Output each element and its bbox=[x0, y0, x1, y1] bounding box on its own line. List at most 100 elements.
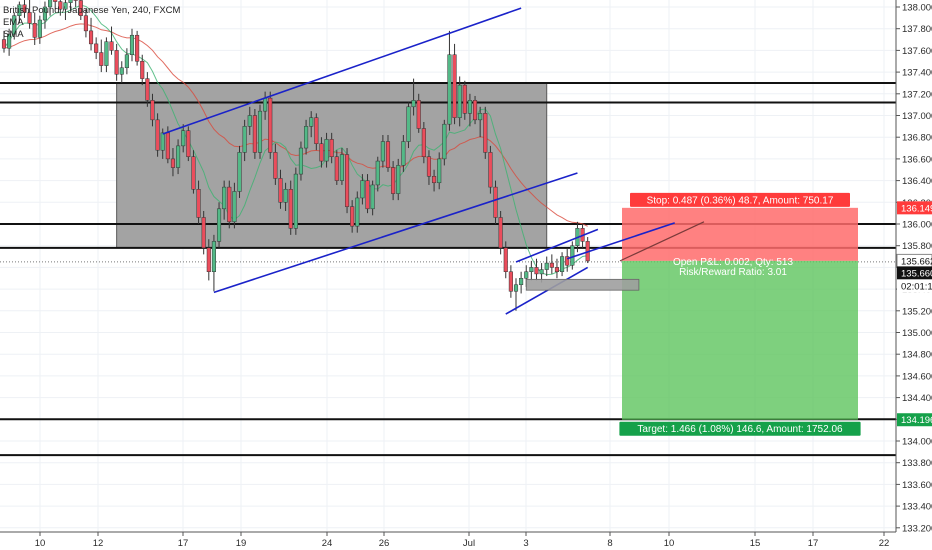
candle-body bbox=[78, 0, 83, 16]
trend-line bbox=[162, 7, 522, 135]
candle-body bbox=[48, 0, 53, 8]
stop-zone bbox=[622, 207, 858, 261]
candle-body bbox=[196, 189, 201, 218]
time-tick-label: 15 bbox=[750, 538, 761, 549]
candle-body bbox=[140, 61, 145, 79]
candle-body bbox=[344, 154, 350, 207]
time-tick-label: 24 bbox=[322, 538, 333, 549]
candle-body bbox=[283, 189, 288, 203]
candle-body bbox=[406, 106, 411, 142]
candle-body bbox=[324, 139, 329, 162]
price-axis[interactable]: 138.000 137.800 137.600 137.400 137.200 137.0… bbox=[895, 0, 932, 534]
price-tick-label: 135.800 bbox=[902, 241, 932, 252]
stop-price-tag: 136.149 bbox=[901, 203, 932, 214]
candle-body bbox=[278, 178, 283, 203]
sma-indicator-label[interactable]: SMA bbox=[3, 29, 24, 40]
candle-body bbox=[53, 0, 58, 2]
candle-body bbox=[437, 158, 442, 184]
candle-body bbox=[68, 0, 73, 3]
candle-body bbox=[181, 130, 186, 147]
candle-body bbox=[498, 217, 503, 249]
time-tick-label: 17 bbox=[178, 538, 189, 549]
price-tick-label: 133.200 bbox=[902, 523, 932, 534]
price-tick-label: 135.000 bbox=[902, 328, 932, 339]
candle-body bbox=[109, 41, 114, 51]
candle-body bbox=[385, 141, 391, 168]
candle-body bbox=[119, 67, 124, 75]
candle-body bbox=[560, 256, 565, 272]
stop-label: Stop: 0.487 (0.36%) 48.7, Amount: 750.17 bbox=[647, 195, 834, 206]
candle-body bbox=[544, 262, 549, 270]
candles bbox=[1, 0, 590, 311]
candle-body bbox=[176, 145, 181, 168]
price-tick-label: 133.400 bbox=[902, 502, 932, 513]
candle-body bbox=[452, 54, 457, 118]
candle-body bbox=[201, 217, 206, 249]
ema-line bbox=[3, 23, 588, 227]
candle-body bbox=[447, 54, 452, 125]
candle-body bbox=[17, 4, 22, 16]
candle-body bbox=[401, 141, 406, 166]
candle-body bbox=[32, 23, 37, 38]
time-tick-label: 26 bbox=[379, 538, 390, 549]
price-tick-label: 137.000 bbox=[902, 111, 932, 122]
candle-body bbox=[298, 147, 304, 175]
candle-body bbox=[309, 117, 314, 127]
time-tick-label: 3 bbox=[523, 538, 528, 549]
price-tick-label: 133.600 bbox=[902, 480, 932, 491]
projection-line bbox=[619, 221, 705, 262]
candle-body bbox=[421, 128, 426, 157]
long-position-tool[interactable]: Stop: 0.487 (0.36%) 48.7, Amount: 750.17… bbox=[619, 192, 861, 436]
candle-body bbox=[129, 34, 135, 55]
time-tick-label: 17 bbox=[808, 538, 819, 549]
candle-body bbox=[237, 152, 242, 192]
candle-body bbox=[216, 208, 222, 242]
candle-body bbox=[99, 52, 104, 66]
candle-body bbox=[7, 33, 12, 49]
candle-body bbox=[467, 100, 472, 114]
candle-body bbox=[222, 186, 227, 210]
price-tick-label: 133.800 bbox=[902, 458, 932, 469]
candle-body bbox=[396, 165, 401, 194]
sma-line bbox=[3, 4, 588, 276]
target-zone bbox=[622, 260, 858, 420]
price-tick-label: 137.800 bbox=[902, 24, 932, 35]
candle-body bbox=[247, 115, 252, 127]
price-tick-label: 136.600 bbox=[902, 154, 932, 165]
price-tick-label: 136.800 bbox=[902, 133, 932, 144]
risk-reward-label: Risk/Reward Ratio: 3.01 bbox=[679, 267, 787, 278]
trend-line bbox=[505, 266, 589, 315]
candle-body bbox=[165, 132, 170, 160]
candle-body bbox=[83, 15, 88, 32]
candle-body bbox=[570, 245, 575, 266]
candle-body bbox=[503, 247, 508, 272]
candle-body bbox=[524, 271, 529, 279]
candle-body bbox=[135, 34, 140, 62]
candle-body bbox=[462, 84, 467, 114]
candle-body bbox=[442, 123, 447, 160]
price-tick-label: 138.000 bbox=[902, 3, 932, 14]
time-tick-label: 10 bbox=[35, 538, 46, 549]
candle-body bbox=[288, 189, 293, 229]
candle-body bbox=[242, 126, 247, 153]
candle-body bbox=[319, 143, 324, 162]
time-tick-label: 22 bbox=[879, 538, 890, 549]
time-axis[interactable]: 10 12 17 19 24 26 Jul 3 8 10 15 17 22 bbox=[0, 531, 896, 549]
candle-body bbox=[22, 4, 27, 13]
countdown-tag: 02:01:13 bbox=[901, 281, 932, 292]
candle-body bbox=[488, 152, 493, 188]
trend-line bbox=[213, 172, 578, 294]
moving-averages bbox=[3, 4, 588, 276]
candle-body bbox=[58, 1, 63, 10]
candle-body bbox=[227, 186, 232, 223]
candle-body bbox=[155, 119, 160, 151]
candle-body bbox=[293, 173, 298, 229]
trend-lines[interactable] bbox=[162, 7, 705, 315]
trend-line bbox=[515, 228, 599, 263]
ema-indicator-label[interactable]: EMA bbox=[3, 17, 24, 28]
candle-body bbox=[268, 97, 273, 153]
price-tick-label: 134.000 bbox=[902, 437, 932, 448]
stop-label-bg bbox=[630, 192, 850, 207]
candle-body bbox=[273, 152, 278, 179]
